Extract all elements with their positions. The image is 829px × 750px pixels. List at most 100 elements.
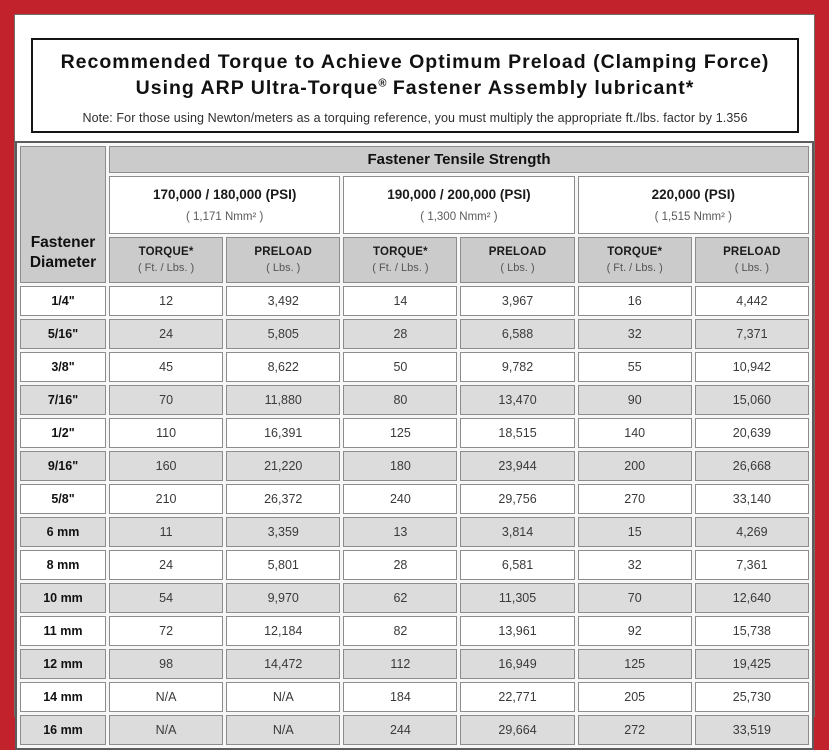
preload-value-cell: 9,782	[460, 352, 575, 382]
table-row: 3/8" 45 8,622 50 9,782 55 10,942	[20, 352, 809, 382]
preload-value-cell: 21,220	[226, 451, 341, 481]
torque-value-cell: 244	[343, 715, 458, 745]
preload-value-cell: 3,492	[226, 286, 341, 316]
torque-value-cell: 92	[577, 616, 692, 646]
table-row: 9/16" 160 21,220 180 23,944 200 26,668	[20, 451, 809, 481]
subhead-name: PRELOAD	[488, 246, 547, 258]
table-row: 5/8" 210 26,372 240 29,756 270 33,140	[20, 484, 809, 514]
page-title-line1: Recommended Torque to Achieve Optimum Pr…	[60, 51, 770, 73]
psi-group-190-200: 190,000 / 200,000 (PSI) ( 1,300 Nmm² )	[343, 176, 575, 234]
nmm-label: ( 1,300 Nmm² )	[420, 211, 498, 223]
subhead-unit: ( Lbs. )	[734, 262, 769, 274]
subhead-name: TORQUE*	[138, 246, 194, 258]
torque-value-cell: 210	[109, 484, 224, 514]
preload-value-cell: 8,622	[226, 352, 341, 382]
fastener-diameter-cell: 14 mm	[20, 682, 106, 712]
torque-value-cell: 24	[109, 319, 224, 349]
table-row: 1/2" 110 16,391 125 18,515 140 20,639	[20, 418, 809, 448]
torque-value-cell: 112	[343, 649, 458, 679]
preload-value-cell: 15,060	[694, 385, 809, 415]
preload-value-cell: 26,372	[226, 484, 341, 514]
table-row: 16 mm N/A N/A 244 29,664 272 33,519	[20, 715, 809, 745]
psi-group-220: 220,000 (PSI) ( 1,515 Nmm² )	[577, 176, 809, 234]
subhead-unit: ( Lbs. )	[266, 262, 301, 274]
torque-value-cell: 55	[577, 352, 692, 382]
preload-value-cell: N/A	[226, 715, 341, 745]
fastener-diameter-cell: 10 mm	[20, 583, 106, 613]
fastener-diameter-cell: 12 mm	[20, 649, 106, 679]
page-title-line2: Using ARP Ultra-Torque® Fastener Assembl…	[33, 75, 797, 101]
torque-value-cell: 12	[109, 286, 224, 316]
torque-value-cell: 125	[343, 418, 458, 448]
psi-label: 190,000 / 200,000 (PSI)	[387, 187, 531, 202]
preload-value-cell: 3,967	[460, 286, 575, 316]
fastener-diameter-header: Fastener Diameter	[20, 146, 106, 283]
torque-value-cell: 80	[343, 385, 458, 415]
fastener-diameter-cell: 7/16"	[20, 385, 106, 415]
preload-subheader-2: PRELOAD ( Lbs. )	[460, 237, 575, 283]
preload-value-cell: 25,730	[694, 682, 809, 712]
preload-value-cell: N/A	[226, 682, 341, 712]
torque-subheader-1: TORQUE* ( Ft. / Lbs. )	[109, 237, 224, 283]
preload-value-cell: 3,814	[460, 517, 575, 547]
nmm-label: ( 1,171 Nmm² )	[185, 211, 264, 223]
torque-chart-page: { "colors": { "frame_red": "#c2222b", "h…	[14, 14, 815, 750]
table-row: 6 mm 11 3,359 13 3,814 15 4,269	[20, 517, 809, 547]
preload-value-cell: 16,391	[226, 418, 341, 448]
preload-value-cell: 6,588	[460, 319, 575, 349]
fastener-diameter-cell: 3/8"	[20, 352, 106, 382]
header-row-subheads: TORQUE* ( Ft. / Lbs. ) PRELOAD ( Lbs. ) …	[20, 237, 809, 283]
fastener-diameter-cell: 8 mm	[20, 550, 106, 580]
torque-value-cell: 184	[343, 682, 458, 712]
subhead-name: PRELOAD	[254, 246, 313, 258]
subhead-unit: ( Ft. / Lbs. )	[606, 262, 663, 274]
title-line2-pre: Using ARP Ultra-Torque	[135, 77, 379, 100]
preload-value-cell: 23,944	[460, 451, 575, 481]
preload-subheader-3: PRELOAD ( Lbs. )	[694, 237, 809, 283]
torque-value-cell: 50	[343, 352, 458, 382]
preload-value-cell: 19,425	[694, 649, 809, 679]
torque-value-cell: 32	[577, 550, 692, 580]
preload-value-cell: 5,805	[226, 319, 341, 349]
registered-trademark-symbol: ®	[378, 77, 387, 90]
torque-value-cell: 62	[343, 583, 458, 613]
torque-value-cell: 16	[577, 286, 692, 316]
fastener-diameter-cell: 11 mm	[20, 616, 106, 646]
torque-value-cell: 200	[577, 451, 692, 481]
preload-value-cell: 11,880	[226, 385, 341, 415]
preload-value-cell: 10,942	[694, 352, 809, 382]
preload-value-cell: 13,961	[460, 616, 575, 646]
torque-value-cell: 28	[343, 319, 458, 349]
fastener-diameter-cell: 5/8"	[20, 484, 106, 514]
torque-value-cell: 54	[109, 583, 224, 613]
table-body: 1/4" 12 3,492 14 3,967 16 4,442 5/16" 24 5,805 28 6…	[20, 286, 809, 745]
preload-value-cell: 33,519	[694, 715, 809, 745]
torque-value-cell: 28	[343, 550, 458, 580]
torque-value-cell: 14	[343, 286, 458, 316]
psi-group-170-180: 170,000 / 180,000 (PSI) ( 1,171 Nmm² )	[109, 176, 341, 234]
preload-value-cell: 7,361	[694, 550, 809, 580]
fastener-diameter-cell: 16 mm	[20, 715, 106, 745]
torque-value-cell: 24	[109, 550, 224, 580]
torque-table: Fastener Diameter Fastener Tensile Stren…	[15, 141, 814, 750]
torque-value-cell: 205	[577, 682, 692, 712]
preload-value-cell: 18,515	[460, 418, 575, 448]
preload-value-cell: 12,640	[694, 583, 809, 613]
subhead-unit: ( Lbs. )	[500, 262, 535, 274]
torque-value-cell: 15	[577, 517, 692, 547]
torque-value-cell: 125	[577, 649, 692, 679]
table-row: 5/16" 24 5,805 28 6,588 32 7,371	[20, 319, 809, 349]
torque-value-cell: 82	[343, 616, 458, 646]
torque-subheader-3: TORQUE* ( Ft. / Lbs. )	[577, 237, 692, 283]
table-row: 14 mm N/A N/A 184 22,771 205 25,730	[20, 682, 809, 712]
torque-value-cell: 70	[577, 583, 692, 613]
torque-value-cell: 240	[343, 484, 458, 514]
header-row-tensile: Fastener Diameter Fastener Tensile Stren…	[20, 146, 809, 283]
preload-value-cell: 16,949	[460, 649, 575, 679]
table-row: 12 mm 98 14,472 112 16,949 125 19,425	[20, 649, 809, 679]
subhead-name: TORQUE*	[607, 246, 663, 258]
torque-value-cell: 110	[109, 418, 224, 448]
preload-value-cell: 15,738	[694, 616, 809, 646]
torque-value-cell: 270	[577, 484, 692, 514]
torque-value-cell: 32	[577, 319, 692, 349]
